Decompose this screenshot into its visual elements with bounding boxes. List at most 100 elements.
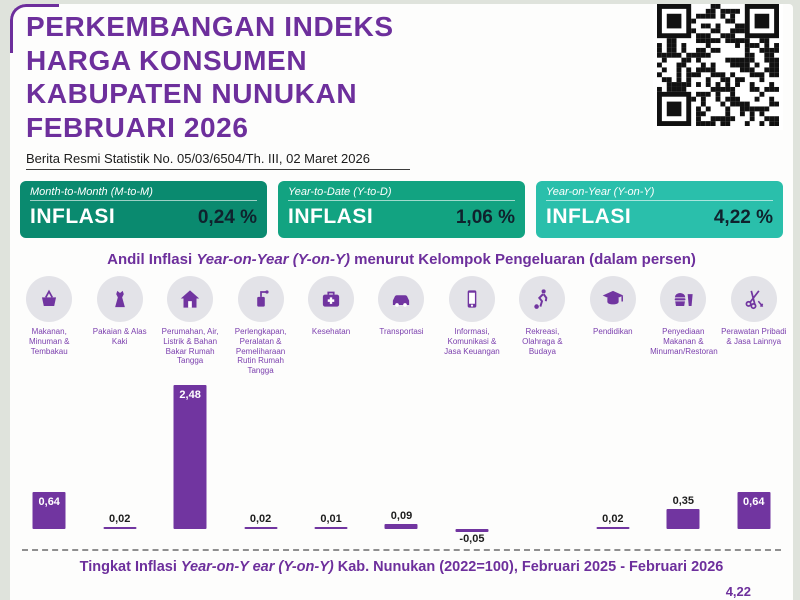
inflation-card: Month-to-Month (M-to-M) INFLASI 0,24 % (20, 181, 267, 239)
restaurant-icon (660, 276, 707, 323)
header: PERKEMBANGAN INDEKS HARGA KONSUMEN KABUP… (10, 4, 793, 171)
card-period-label: Year-on-Year (Y-on-Y) (546, 186, 773, 202)
page-title: PERKEMBANGAN INDEKS HARGA KONSUMEN KABUP… (26, 10, 779, 144)
inflation-card: Year-to-Date (Y-to-D) INFLASI 1,06 % (278, 181, 525, 239)
footer-suffix: Kab. Nunukan (2022=100), Februari 2025 -… (337, 559, 724, 576)
card-row: INFLASI 1,06 % (288, 205, 515, 229)
category-label: Rekreasi, Olahraga & Budaya (522, 327, 563, 356)
card-value: 1,06 % (455, 207, 515, 229)
bar-zone: 0,02 (225, 375, 295, 547)
category-column: Kesehatan 0,01 (296, 276, 366, 547)
card-row: INFLASI 0,24 % (30, 205, 257, 229)
footer-title: Tingkat Inflasi Year-on-Y ear (Y-on-Y) K… (10, 559, 793, 575)
bar-zone: 0,09 (366, 375, 436, 547)
category-column: Pakaian & Alas Kaki 0,02 (84, 276, 154, 547)
content-panel: PERKEMBANGAN INDEKS HARGA KONSUMEN KABUP… (10, 4, 793, 600)
category-label: Kesehatan (311, 327, 351, 337)
category-column: Rekreasi, Olahraga & Budaya (507, 276, 577, 547)
bar-zone (507, 375, 577, 547)
qr-code-icon (653, 4, 783, 130)
bar (737, 492, 771, 530)
category-label: Transportasi (379, 327, 424, 337)
transport-icon (378, 276, 425, 323)
bar-value-label: 0,02 (602, 513, 624, 526)
category-label: Penyediaan Makanan & Minuman/Restoran (650, 327, 718, 356)
category-column: Makanan, Minuman & Tembakau 0,64 (14, 276, 84, 547)
bar-value-label: 0,01 (320, 513, 342, 526)
heading-prefix: Andil Inflasi (107, 251, 193, 269)
communication-finance-icon (448, 276, 495, 323)
category-column: Informasi, Komunikasi & Jasa Keuangan -0,… (437, 276, 507, 547)
health-icon (308, 276, 355, 323)
bar-value-label: 2,48 (179, 389, 201, 402)
heading-suffix: menurut Kelompok Pengeluaran (dalam pers… (354, 251, 696, 269)
bar (455, 529, 489, 533)
bar (384, 524, 418, 530)
card-inflasi-label: INFLASI (288, 205, 374, 229)
bar-zone: 0,64 (719, 375, 789, 547)
page-title-line: KABUPATEN NUNUKAN (26, 78, 358, 110)
bar (103, 527, 137, 530)
bar-value-label: 0,02 (249, 513, 272, 526)
house-icon (167, 276, 214, 323)
page-title-line: FEBRUARI 2026 (26, 111, 249, 143)
inflation-card: Year-on-Year (Y-on-Y) INFLASI 4,22 % (536, 181, 783, 239)
category-column: Pendidikan 0,02 (578, 276, 648, 547)
card-period-label: Year-to-Date (Y-to-D) (288, 186, 515, 202)
education-icon (589, 276, 636, 323)
bar (314, 527, 348, 530)
footer-prefix: Tingkat Inflasi (79, 559, 177, 576)
report-subtitle: Berita Resmi Statistik No. 05/03/6504/Th… (26, 151, 410, 171)
bar-value-label: 0,02 (108, 513, 131, 526)
bar (244, 527, 278, 530)
card-row: INFLASI 4,22 % (546, 205, 773, 229)
bar-zone: 0,01 (296, 375, 366, 547)
inflation-cards-row: Month-to-Month (M-to-M) INFLASI 0,24 % Year… (20, 181, 783, 239)
bar-zone: 0,02 (84, 375, 154, 547)
household-equipment-icon (237, 276, 284, 323)
bar-zone: -0,05 (437, 375, 507, 547)
personal-care-icon (730, 276, 777, 323)
card-value: 4,22 % (713, 207, 773, 229)
food-basket-icon (26, 276, 73, 323)
category-label: Perumahan, Air, Listrik & Bahan Bakar Ru… (161, 327, 219, 366)
bar (596, 527, 630, 530)
bar-zone: 0,64 (14, 375, 84, 547)
bar-zone: 2,48 (155, 375, 225, 547)
bar-value-label: 0,09 (390, 510, 413, 523)
footer-italic: Year-on-Y ear (Y-on-Y) (180, 559, 334, 576)
clothing-icon (96, 276, 143, 323)
category-column: Perlengkapan, Peralatan & Pemeliharaan R… (225, 276, 295, 547)
category-column: Perumahan, Air, Listrik & Bahan Bakar Ru… (155, 276, 225, 547)
bar-zone: 0,35 (648, 375, 718, 547)
card-period-label: Month-to-Month (M-to-M) (30, 186, 257, 202)
chart-section-heading: Andil Inflasi Year-on-Year (Y-on-Y) menu… (10, 251, 793, 268)
heading-italic: Year-on-Year (Y-on-Y) (196, 251, 350, 269)
recreation-sports-icon (519, 276, 566, 323)
category-column: Perawatan Pribadi & Jasa Lainnya 0,64 (719, 276, 789, 547)
category-column: Penyediaan Makanan & Minuman/Restoran 0,3… (648, 276, 718, 547)
category-label: Perawatan Pribadi & Jasa Lainnya (721, 327, 787, 346)
category-label: Pendidikan (593, 327, 633, 337)
bar (32, 492, 66, 530)
category-label: Informasi, Komunikasi & Jasa Keuangan (444, 327, 500, 356)
partial-next-chart-value: 4,22 (725, 584, 751, 599)
bar-value-label: 0,64 (743, 496, 765, 509)
category-label: Perlengkapan, Peralatan & Pemeliharaan R… (234, 327, 287, 375)
category-column: Transportasi 0,09 (366, 276, 436, 547)
contribution-bar-chart: Makanan, Minuman & Tembakau 0,64 Pakaian &… (14, 276, 789, 547)
card-value: 0,24 % (197, 207, 257, 229)
category-label: Pakaian & Alas Kaki (92, 327, 147, 346)
bar-value-label: 0,64 (38, 496, 60, 509)
bar-value-label: 0,35 (672, 495, 695, 508)
bar-value-label: -0,05 (459, 533, 485, 546)
dashed-divider (22, 549, 781, 552)
page-title-line: PERKEMBANGAN INDEKS (26, 11, 394, 42)
bar (173, 385, 207, 530)
bar (666, 509, 700, 530)
card-inflasi-label: INFLASI (546, 205, 632, 229)
page-title-line: HARGA KONSUMEN (26, 44, 308, 76)
category-label: Makanan, Minuman & Tembakau (28, 327, 70, 356)
card-inflasi-label: INFLASI (30, 205, 116, 229)
